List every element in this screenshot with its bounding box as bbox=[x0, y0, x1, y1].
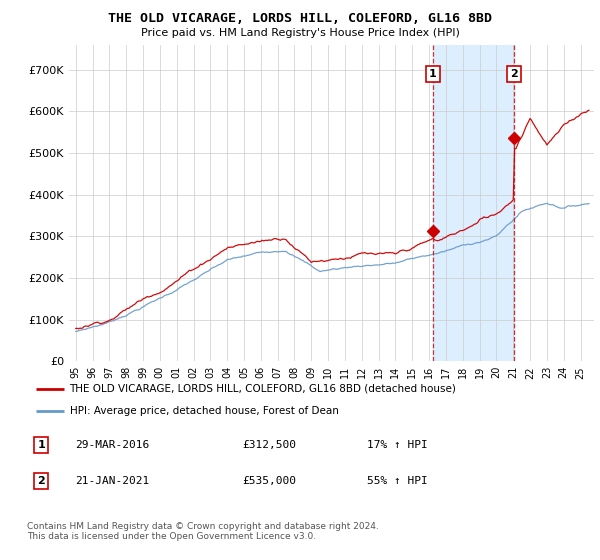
Bar bbox=[433, 45, 514, 361]
Text: 29-MAR-2016: 29-MAR-2016 bbox=[75, 440, 149, 450]
Text: 2: 2 bbox=[37, 477, 45, 486]
Text: £312,500: £312,500 bbox=[242, 440, 296, 450]
Text: Price paid vs. HM Land Registry's House Price Index (HPI): Price paid vs. HM Land Registry's House … bbox=[140, 28, 460, 38]
Text: Contains HM Land Registry data © Crown copyright and database right 2024.
This d: Contains HM Land Registry data © Crown c… bbox=[27, 522, 379, 542]
Text: £535,000: £535,000 bbox=[242, 477, 296, 486]
Text: 1: 1 bbox=[37, 440, 45, 450]
Text: HPI: Average price, detached house, Forest of Dean: HPI: Average price, detached house, Fore… bbox=[70, 406, 338, 416]
Text: 1: 1 bbox=[429, 69, 437, 79]
Text: THE OLD VICARAGE, LORDS HILL, COLEFORD, GL16 8BD: THE OLD VICARAGE, LORDS HILL, COLEFORD, … bbox=[108, 12, 492, 25]
Text: 55% ↑ HPI: 55% ↑ HPI bbox=[367, 477, 428, 486]
Text: 17% ↑ HPI: 17% ↑ HPI bbox=[367, 440, 428, 450]
Text: 21-JAN-2021: 21-JAN-2021 bbox=[75, 477, 149, 486]
Text: 2: 2 bbox=[510, 69, 518, 79]
Text: THE OLD VICARAGE, LORDS HILL, COLEFORD, GL16 8BD (detached house): THE OLD VICARAGE, LORDS HILL, COLEFORD, … bbox=[70, 384, 457, 394]
